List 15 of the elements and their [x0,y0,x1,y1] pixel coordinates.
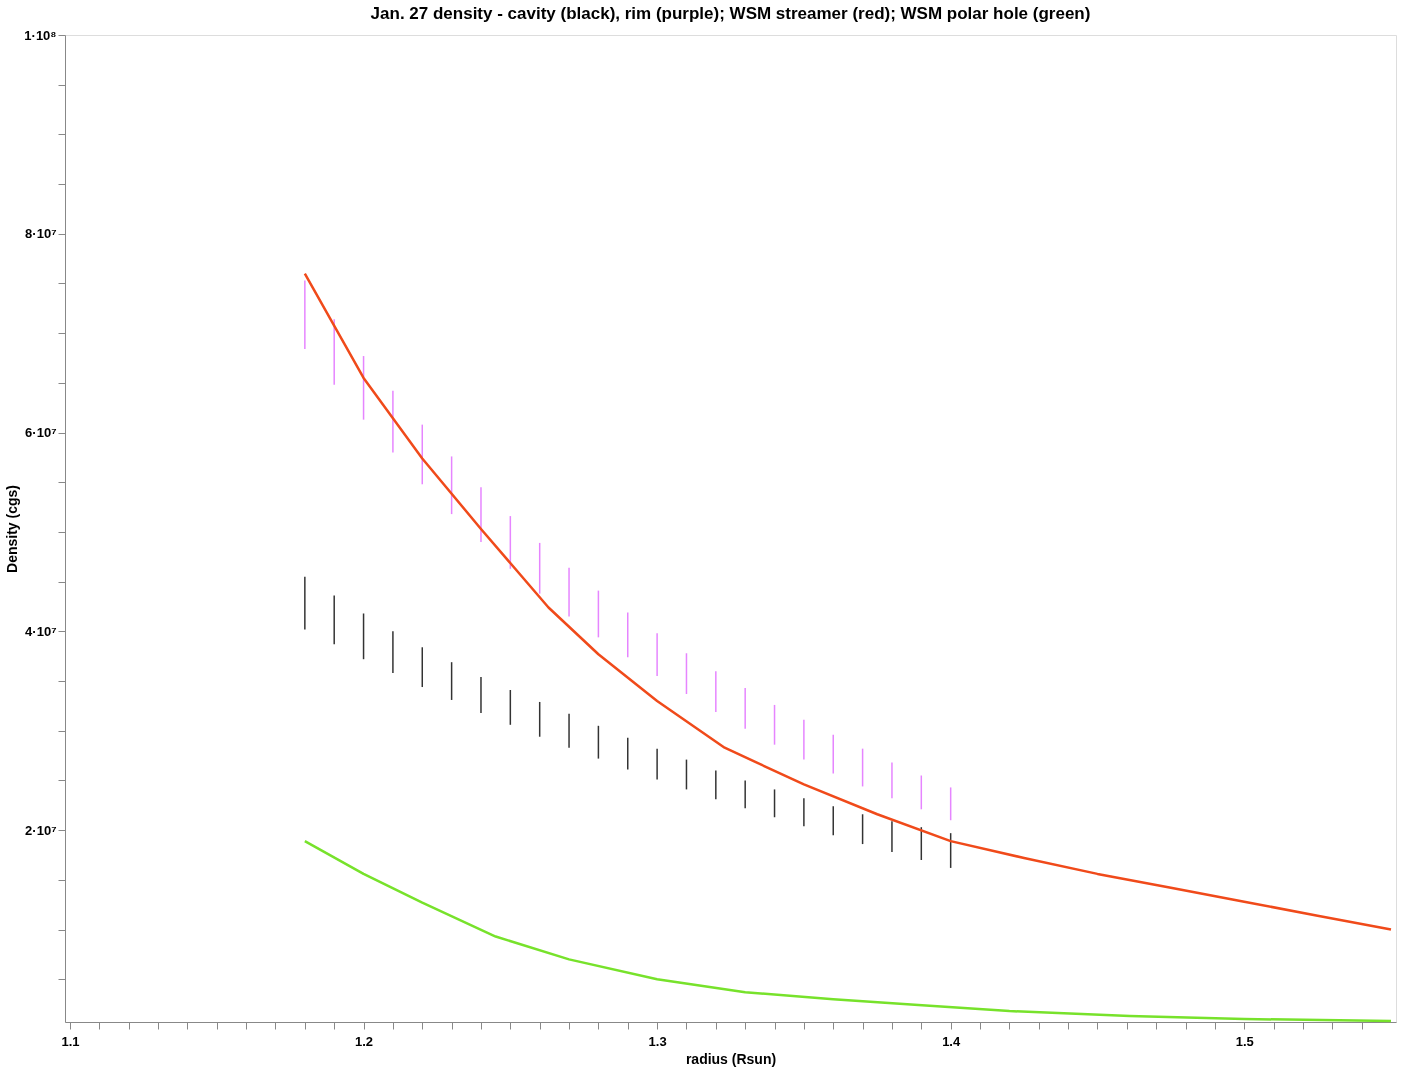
x-tick-label: 1.3 [648,1033,667,1049]
y-tick-label: 4·10⁷ [25,623,57,639]
y-axis-title: Density (cgs) [4,485,21,573]
y-tick-label: 8·10⁷ [25,226,57,242]
x-tick-label: 1.2 [355,1033,374,1049]
line-series [303,272,1393,931]
y-tick-label: 2·10⁷ [25,822,57,838]
y-tick-label: 6·10⁷ [25,425,57,441]
x-tick-label: 1.5 [1235,1033,1254,1049]
x-tick-label: 1.4 [942,1033,961,1049]
line-series [303,839,1393,1023]
chart-title: Jan. 27 density - cavity (black), rim (purple); WSM streamer (red); WSM polar hole (green) [370,4,1091,23]
x-tick-label: 1.1 [61,1033,80,1049]
y-tick-label: 1·10⁸ [24,27,57,43]
x-axis-title: radius (Rsun) [685,1050,777,1067]
